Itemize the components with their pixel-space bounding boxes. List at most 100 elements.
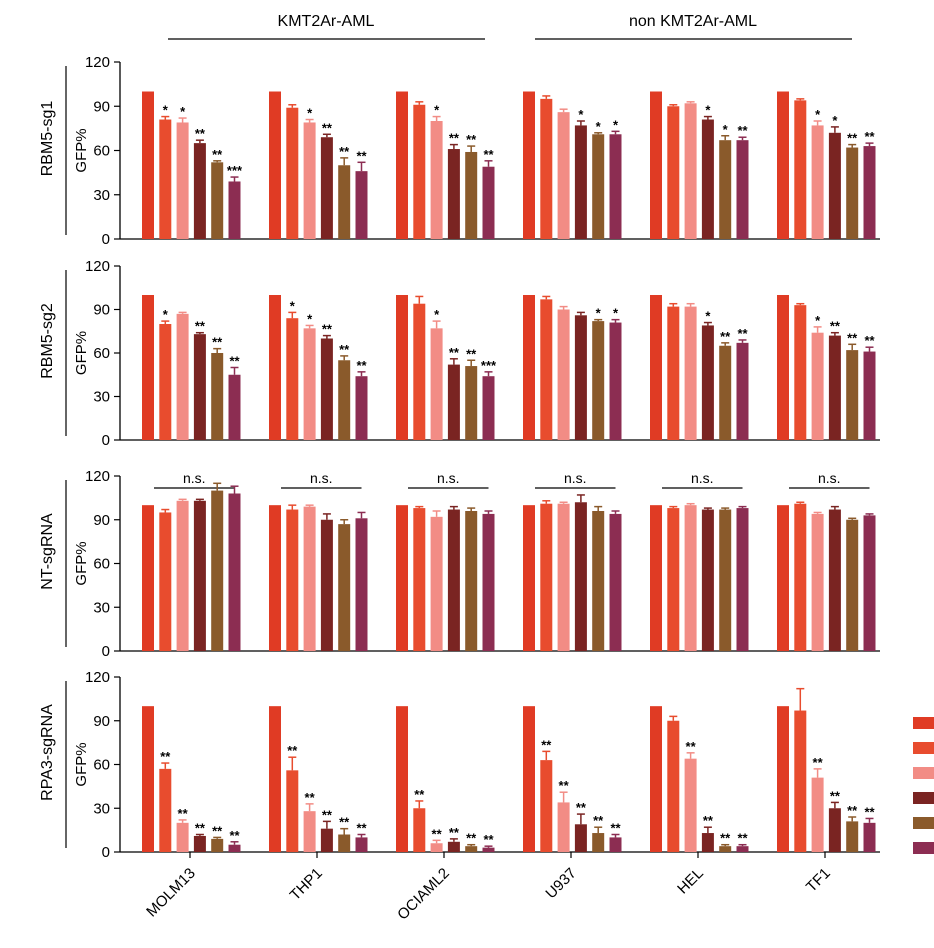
significance-mark: * <box>613 117 619 132</box>
legend-swatch <box>913 842 934 854</box>
significance-mark: ** <box>483 147 494 162</box>
bar <box>396 706 408 852</box>
bar <box>592 134 605 239</box>
significance-mark: ** <box>414 787 425 802</box>
significance-mark: ** <box>449 345 460 360</box>
significance-mark: * <box>163 307 169 322</box>
bar <box>211 353 224 440</box>
y-axis-title: GFP% <box>73 128 90 172</box>
bar <box>320 519 333 651</box>
bar <box>609 134 622 239</box>
significance-mark: ** <box>287 743 298 758</box>
bar <box>684 505 697 651</box>
significance-mark: ** <box>703 813 714 828</box>
bar <box>684 306 697 440</box>
y-tick-label: 120 <box>85 669 110 686</box>
ns-label: n.s. <box>564 470 587 486</box>
bar <box>650 295 662 440</box>
significance-mark: ** <box>686 739 697 754</box>
legend-swatch <box>913 717 934 729</box>
bar <box>413 508 426 651</box>
bar <box>159 324 172 440</box>
y-tick-label: 120 <box>85 468 110 485</box>
significance-mark: * <box>434 103 440 118</box>
bar <box>396 295 408 440</box>
bar <box>719 509 732 651</box>
significance-mark: ** <box>720 831 731 846</box>
bar <box>303 328 316 440</box>
bar <box>413 303 426 440</box>
bar <box>557 802 570 852</box>
bar <box>811 513 824 651</box>
bar <box>523 706 535 852</box>
bar <box>355 837 368 852</box>
y-tick-label: 30 <box>93 389 110 406</box>
bar <box>828 808 841 852</box>
significance-mark: *** <box>227 163 243 178</box>
bar <box>667 106 680 239</box>
significance-mark: ** <box>195 319 206 334</box>
axes-layer <box>65 38 880 858</box>
ns-label: n.s. <box>310 470 333 486</box>
significance-mark: ** <box>847 131 858 146</box>
bar <box>286 107 299 239</box>
bar <box>430 843 443 852</box>
significance-mark: ** <box>864 333 875 348</box>
y-axis-title: GFP% <box>73 541 90 585</box>
significance-mark: ** <box>229 354 240 369</box>
significance-mark: ** <box>864 804 875 819</box>
significance-mark: ** <box>322 322 333 337</box>
significance-mark: ** <box>466 831 477 846</box>
bar <box>465 366 478 440</box>
significance-mark: ** <box>212 823 223 838</box>
bar <box>684 758 697 852</box>
bar <box>777 706 789 852</box>
bar <box>846 350 859 440</box>
y-tick-label: 30 <box>93 187 110 204</box>
bar <box>482 376 495 440</box>
significance-mark: * <box>815 313 821 328</box>
significance-mark: ** <box>322 120 333 135</box>
bar <box>592 511 605 651</box>
y-tick-label: 60 <box>93 757 110 774</box>
bar <box>736 846 749 852</box>
bar <box>159 119 172 239</box>
bar <box>846 147 859 239</box>
bar <box>736 508 749 651</box>
bar <box>269 91 281 239</box>
significance-mark: ** <box>830 319 841 334</box>
bar <box>701 325 714 440</box>
bar <box>557 309 570 440</box>
bar <box>320 828 333 852</box>
bar <box>193 334 206 440</box>
significance-mark: ** <box>830 788 841 803</box>
bar <box>142 295 154 440</box>
x-tick-label: TF1 <box>803 865 834 896</box>
x-tick-label: THP1 <box>287 865 326 904</box>
significance-mark: * <box>596 306 602 321</box>
significance-mark: ** <box>229 828 240 843</box>
bar <box>667 508 680 651</box>
significance-mark: ** <box>195 126 206 141</box>
bar <box>650 505 662 651</box>
bar <box>794 305 807 440</box>
significance-mark: ** <box>466 346 477 361</box>
bar <box>228 844 241 852</box>
y-tick-label: 120 <box>85 54 110 71</box>
bar <box>523 505 535 651</box>
group-label: non KMT2Ar-AML <box>629 13 757 30</box>
ns-label: n.s. <box>183 470 206 486</box>
y-tick-label: 30 <box>93 800 110 817</box>
bar <box>286 770 299 852</box>
bar <box>863 822 876 852</box>
legend-swatch <box>913 742 934 754</box>
row-label: RPA3-sgRNA <box>39 704 56 801</box>
bar <box>176 122 189 239</box>
y-tick-label: 0 <box>102 231 110 248</box>
significance-mark: * <box>434 307 440 322</box>
y-tick-label: 60 <box>93 143 110 160</box>
bar <box>701 509 714 651</box>
y-axis-title: GFP% <box>73 331 90 375</box>
bar <box>667 306 680 440</box>
significance-mark: ** <box>449 131 460 146</box>
